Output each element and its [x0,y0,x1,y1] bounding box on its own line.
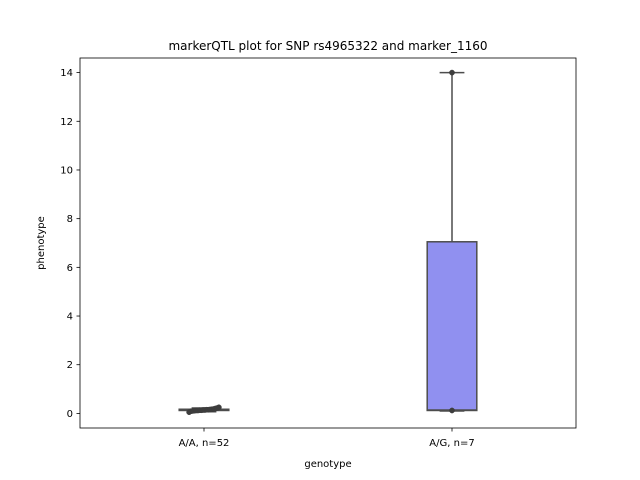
y-tick-label: 8 [67,214,73,225]
plot-area-frame [79,57,577,429]
x-axis: A/A, n=52 A/G, n=7 [179,428,475,449]
data-point [449,69,455,76]
x-axis-label: genotype [304,459,351,470]
y-tick-label: 0 [67,409,73,420]
y-tick-label: 2 [67,360,73,371]
box-body [426,241,478,412]
x-tick-label: A/G, n=7 [429,438,474,449]
data-point [216,404,222,411]
y-tick-label: 10 [60,165,73,176]
chart-title: markerQTL plot for SNP rs4965322 and mar… [168,39,487,53]
box-series [178,69,478,416]
y-axis: 0 2 4 6 8 10 12 14 [60,68,80,420]
box-group [426,69,478,414]
y-tick-label: 14 [60,68,73,79]
y-axis-label: phenotype [36,216,47,270]
y-tick-label: 12 [60,117,73,128]
y-tick-label: 6 [67,263,73,274]
y-tick-label: 4 [67,312,73,323]
data-point [449,407,455,414]
box-group [178,404,230,416]
x-tick-label: A/A, n=52 [179,438,230,449]
